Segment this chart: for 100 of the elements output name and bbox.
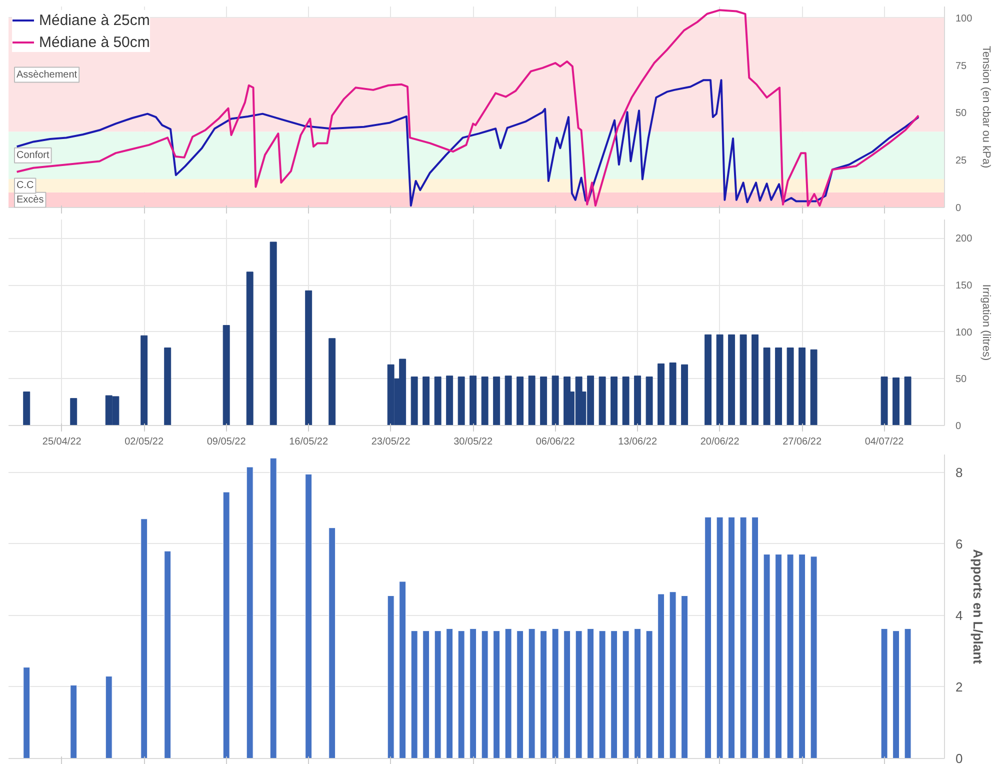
bar [23,667,30,758]
bar [70,684,78,758]
y-tick-label: 200 [956,234,973,245]
bar [540,376,548,426]
bar [446,628,454,758]
y-axis-title: Irrigation (litres) [980,284,992,361]
bar [752,334,759,426]
bar [798,348,806,426]
bar [328,338,336,426]
x-tick-label: 02/05/22 [124,436,164,448]
bar [728,334,736,426]
bar [598,376,606,426]
band-label: Assèchement [16,69,78,80]
bar [681,364,688,426]
x-tick-label: 06/06/22 [536,436,576,448]
bar [658,363,665,426]
bar [528,376,536,426]
y-tick-label: 4 [956,608,963,623]
bar [786,554,794,758]
bar [23,392,30,426]
bar [552,376,559,426]
bar [610,630,618,758]
bar [410,630,418,758]
bar [587,628,594,758]
bar [516,376,524,426]
bar [140,518,148,758]
bar [481,376,488,426]
bar [270,458,277,758]
y-tick-label: 50 [956,374,968,386]
bar [622,376,630,426]
bar [504,628,512,758]
bar [646,376,653,426]
bar [140,335,148,426]
bar [716,516,724,758]
y-tick-label: 150 [956,280,973,292]
y-tick-label: 100 [956,327,973,338]
bar [798,554,806,758]
bar [728,516,736,758]
y-tick-label: 0 [956,421,962,432]
bar [669,592,676,758]
bar [528,628,536,758]
bar [775,554,782,758]
x-tick-label: 13/06/22 [618,436,658,448]
bar [246,272,254,426]
bar [270,242,277,426]
bar [669,362,676,426]
bar [446,376,454,426]
bar [434,376,442,426]
bar [658,594,665,758]
bar [305,290,312,426]
bar [740,334,747,426]
bar [328,528,336,758]
bar [470,628,477,758]
bar [892,630,900,758]
y-tick-label: 2 [956,679,963,694]
band-label: Excès [16,194,44,206]
bar [458,376,465,426]
bar [716,334,724,426]
bar [540,630,548,758]
bar [493,630,500,758]
bar [681,596,688,758]
bar [458,630,465,758]
bar [646,630,653,758]
y-axis-title: Apports en L/plant [970,549,986,665]
bar [399,581,406,758]
x-tick-label: 20/06/22 [700,436,740,448]
band-label: Confort [16,150,50,161]
band-label: C.C [16,180,34,192]
bar [387,596,394,758]
bar [763,348,770,426]
bar [763,554,770,758]
bar [892,377,900,426]
bar [610,376,618,426]
bar [904,628,912,758]
bar [634,376,642,426]
bar [775,348,782,426]
bar [786,348,794,426]
bar [575,630,582,758]
bar [305,474,312,758]
bar [552,628,559,758]
y-tick-label: 75 [956,60,968,72]
x-tick-label: 25/04/22 [42,436,82,448]
bar [880,628,888,758]
bar [598,630,606,758]
y-tick-label: 25 [956,156,968,167]
bar [704,334,712,426]
bar [880,376,888,426]
bar [564,630,571,758]
bar [752,516,759,758]
bar [704,516,712,758]
legend-label: Médiane à 25cm [39,11,150,29]
x-tick-label: 27/06/22 [782,436,822,448]
bar [164,348,172,426]
x-tick-label: 23/05/22 [371,436,411,448]
bar [622,630,630,758]
bar [740,516,747,758]
legend-label: Médiane à 50cm [39,33,150,51]
y-tick-label: 0 [956,203,962,214]
bar [70,398,78,426]
x-tick-label: 09/05/22 [206,436,246,448]
